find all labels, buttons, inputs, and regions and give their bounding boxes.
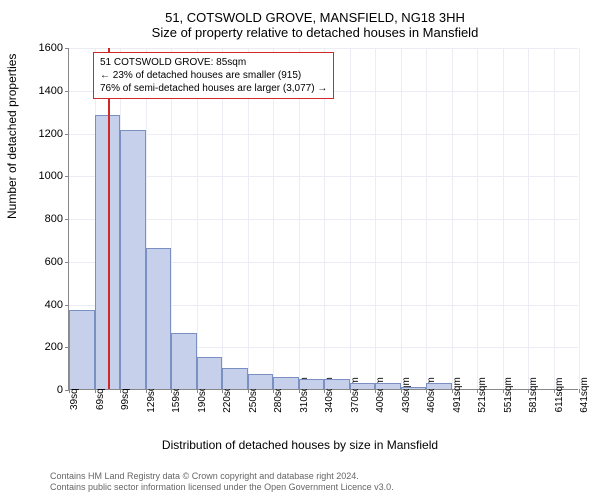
x-tick-label: 521sqm <box>477 377 488 413</box>
property-marker-line <box>108 48 110 389</box>
callout-line: 76% of semi-detached houses are larger (… <box>100 82 327 95</box>
y-tick-label: 1400 <box>39 85 63 97</box>
footer-line2: Contains public sector information licen… <box>50 482 580 494</box>
y-tick-label: 800 <box>45 213 63 225</box>
y-tick-label: 200 <box>45 341 63 353</box>
histogram-bar <box>69 310 95 389</box>
x-axis-label: Distribution of detached houses by size … <box>0 438 600 452</box>
page-title-line2: Size of property relative to detached ho… <box>50 25 580 40</box>
y-tick-label: 0 <box>57 384 63 396</box>
histogram-bar <box>248 374 274 389</box>
callout-line: 51 COTSWOLD GROVE: 85sqm <box>100 56 327 69</box>
y-tick-label: 1600 <box>39 42 63 54</box>
y-tick-label: 1000 <box>39 170 63 182</box>
histogram-bar <box>401 387 427 389</box>
histogram-chart: 0200400600800100012001400160039sqm69sqm9… <box>68 48 578 390</box>
x-tick-label: 551sqm <box>503 377 514 413</box>
x-tick-label: 611sqm <box>554 378 565 413</box>
callout-line: ← 23% of detached houses are smaller (91… <box>100 69 327 82</box>
histogram-bar <box>222 368 248 389</box>
property-callout: 51 COTSWOLD GROVE: 85sqm← 23% of detache… <box>93 52 334 99</box>
histogram-bar <box>324 379 350 389</box>
x-tick-label: 641sqm <box>579 377 590 413</box>
page-title-line1: 51, COTSWOLD GROVE, MANSFIELD, NG18 3HH <box>50 10 580 25</box>
y-tick-label: 1200 <box>39 128 63 140</box>
histogram-bar <box>171 333 197 389</box>
footer-line1: Contains HM Land Registry data © Crown c… <box>50 471 580 483</box>
y-tick-label: 400 <box>45 299 63 311</box>
y-axis-label: Number of detached properties <box>5 54 19 219</box>
histogram-bar <box>146 248 172 389</box>
histogram-bar <box>375 383 401 389</box>
histogram-bar <box>426 383 452 389</box>
histogram-bar <box>197 357 223 389</box>
x-tick-label: 430sqm <box>401 377 412 413</box>
histogram-bar <box>350 383 376 389</box>
histogram-bar <box>120 130 146 389</box>
histogram-bar <box>273 377 299 389</box>
x-tick-label: 491sqm <box>452 377 463 413</box>
histogram-bar <box>299 379 325 389</box>
y-tick-label: 600 <box>45 256 63 268</box>
attribution-footer: Contains HM Land Registry data © Crown c… <box>50 471 580 494</box>
x-tick-label: 581sqm <box>528 377 539 413</box>
